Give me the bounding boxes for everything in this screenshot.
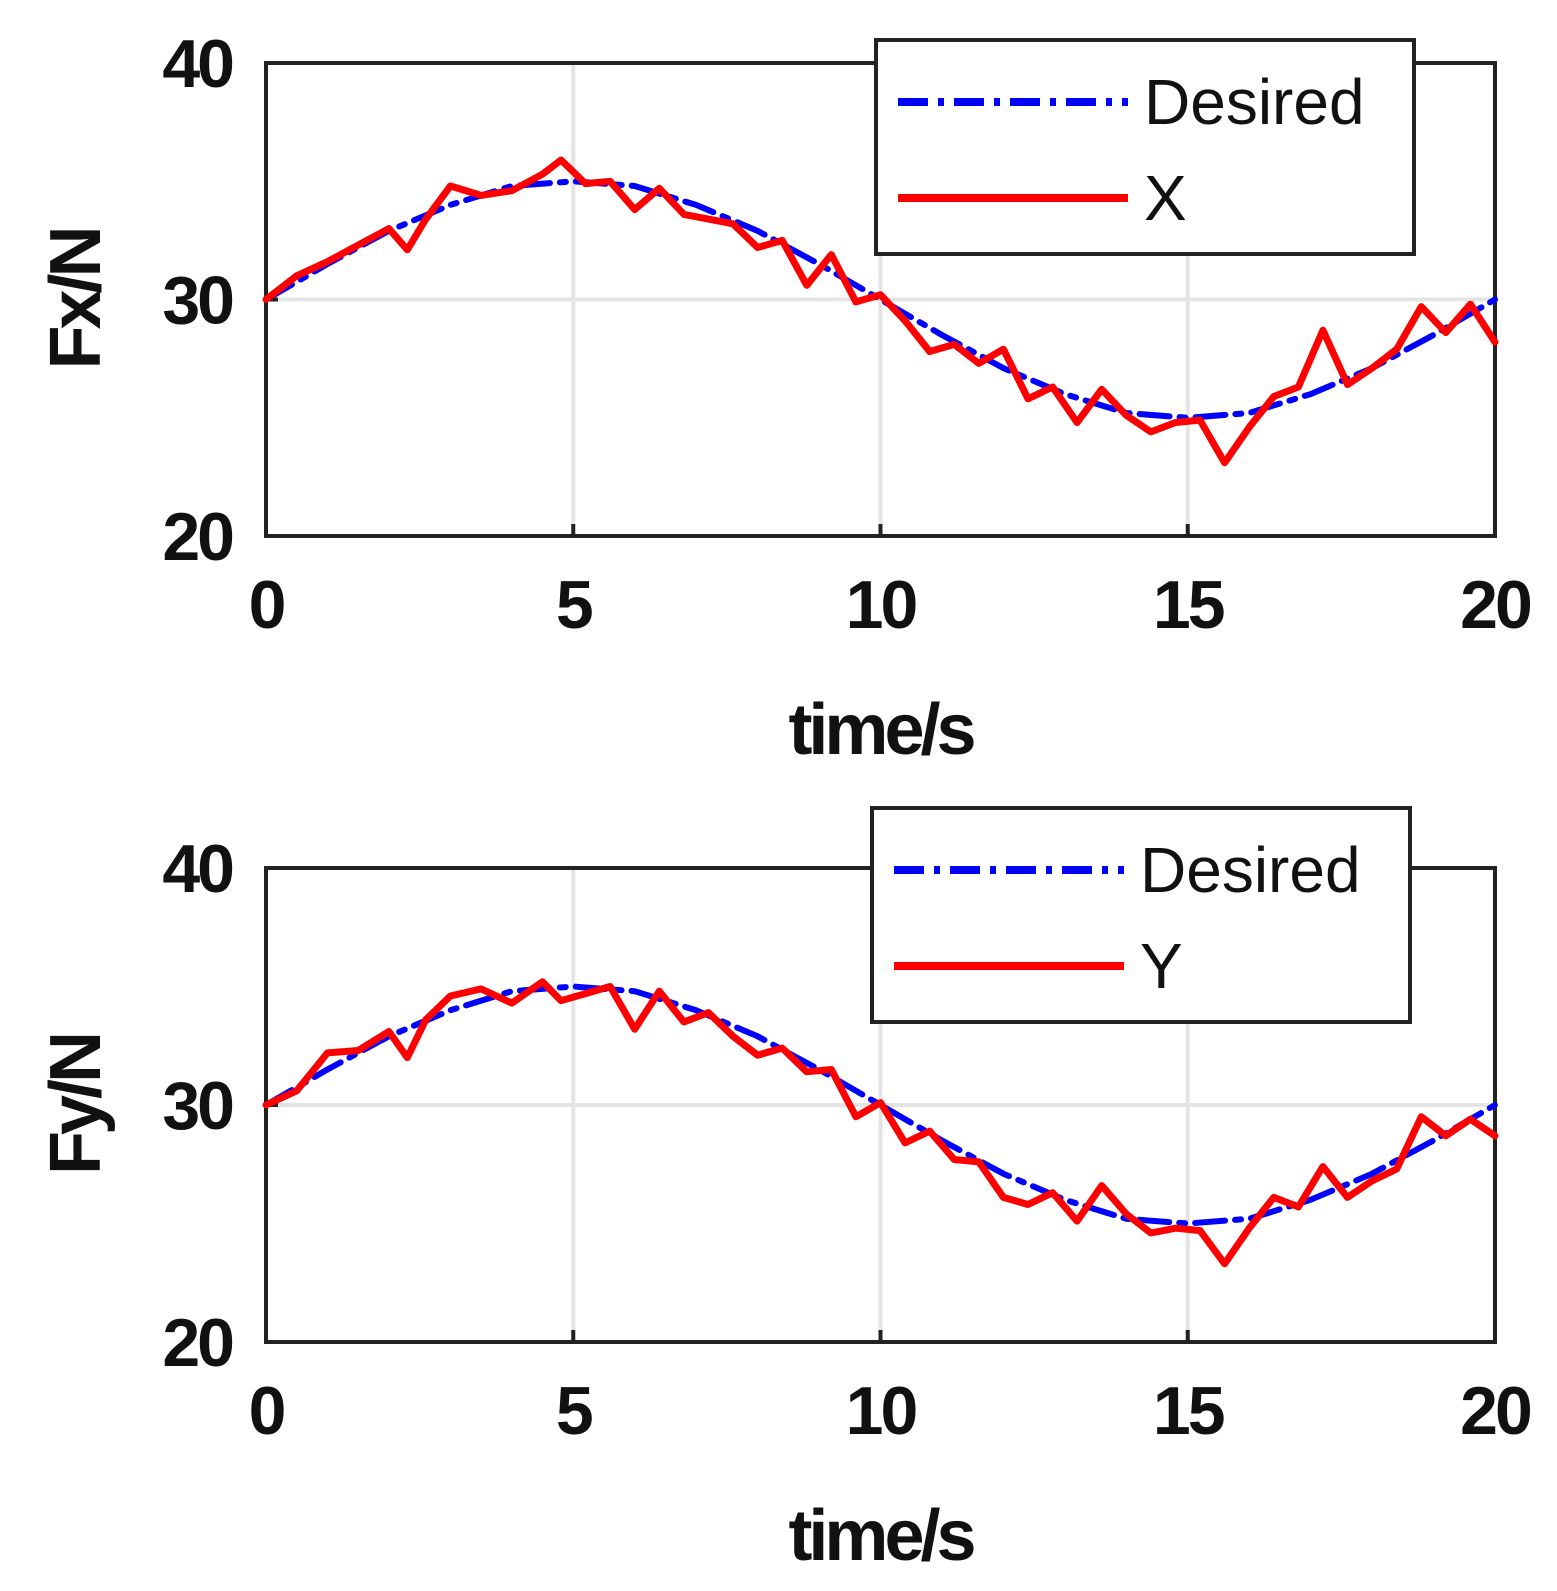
legend: Desired X xyxy=(874,38,1416,256)
y-axis-label: Fx/N xyxy=(36,229,116,369)
legend-label: Desired xyxy=(1144,66,1365,138)
series-line-2 xyxy=(262,978,1499,1268)
y-tick-label: 30 xyxy=(162,1068,233,1144)
x-tick-label: 5 xyxy=(556,567,592,643)
x-tick-label: 20 xyxy=(1460,1373,1531,1449)
y-axis-label: Fy/N xyxy=(36,1035,116,1175)
x-axis-label: time/s xyxy=(788,1496,974,1576)
x-axis-label: time/s xyxy=(788,690,974,770)
x-tick-label: 15 xyxy=(1153,567,1224,643)
y-tick-label: 30 xyxy=(162,263,233,339)
series-line-2 xyxy=(262,156,1499,467)
x-tick-label: 0 xyxy=(249,567,285,643)
x-tick-label: 10 xyxy=(846,567,917,643)
legend-box xyxy=(874,38,1416,256)
legend-label: Desired xyxy=(1140,834,1361,906)
y-tick-label: 40 xyxy=(162,831,233,907)
legend-box xyxy=(870,806,1412,1024)
subplot-2: 0 5 10 15 20 20 30 40 time/s Fy/N Desired Y xyxy=(36,806,1534,1576)
x-tick-label: 0 xyxy=(249,1373,285,1449)
y-tick-label: 20 xyxy=(162,1305,233,1381)
x-tick-label: 20 xyxy=(1460,567,1531,643)
legend-label: Y xyxy=(1140,930,1183,1002)
x-tick-label: 5 xyxy=(556,1373,592,1449)
legend-label: X xyxy=(1144,162,1187,234)
x-tick-label: 15 xyxy=(1153,1373,1224,1449)
x-tick-label: 10 xyxy=(846,1373,917,1449)
series-line-1 xyxy=(263,178,1498,421)
y-tick-label: 20 xyxy=(162,499,233,575)
y-tick-label: 40 xyxy=(162,26,233,102)
subplot-1: 0 5 10 15 20 20 30 40 time/s Fx/N Desired X xyxy=(36,26,1534,770)
legend: Desired Y xyxy=(870,806,1412,1024)
